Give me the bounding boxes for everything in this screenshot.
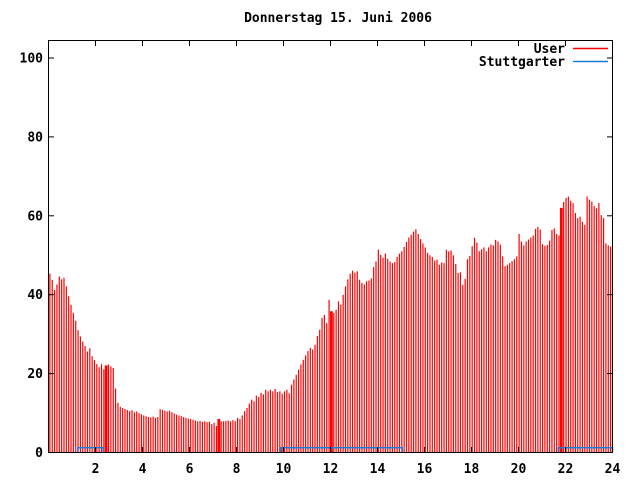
x-tick-label: 16 <box>417 462 433 477</box>
x-tick-label: 2 <box>92 462 100 477</box>
y-axis-labels: 0 20 40 60 80 100 <box>20 52 44 462</box>
x-tick-label: 4 <box>139 462 147 477</box>
x-tick-label: 6 <box>186 462 194 477</box>
x-tick-label: 10 <box>276 462 292 477</box>
stuttgarter-line-segment <box>280 447 403 452</box>
y-tick-label: 100 <box>20 52 44 67</box>
y-tick-label: 40 <box>27 288 43 303</box>
chart-title: Donnerstag 15. Juni 2006 <box>244 11 432 26</box>
y-tick-label: 0 <box>35 446 43 461</box>
y-tick-label: 20 <box>27 367 43 382</box>
stuttgarter-line-segment <box>77 447 105 452</box>
y-tick-label: 60 <box>27 209 43 224</box>
legend-stuttgarter-label: Stuttgarter <box>479 55 565 70</box>
x-tick-label: 18 <box>464 462 480 477</box>
x-tick-label: 24 <box>605 462 621 477</box>
plot-border <box>48 40 613 453</box>
user-impulses <box>49 196 612 452</box>
x-tick-label: 20 <box>511 462 527 477</box>
x-tick-label: 22 <box>558 462 574 477</box>
x-tick-label: 12 <box>323 462 339 477</box>
axis-ticks <box>48 40 613 453</box>
legend: User Stuttgarter <box>479 42 608 70</box>
x-axis-labels: 2 4 6 8 10 12 14 16 18 20 22 24 <box>92 462 621 477</box>
y-tick-label: 80 <box>27 130 43 145</box>
legend-user-label: User <box>534 42 565 57</box>
x-tick-label: 8 <box>233 462 241 477</box>
x-tick-label: 14 <box>370 462 386 477</box>
